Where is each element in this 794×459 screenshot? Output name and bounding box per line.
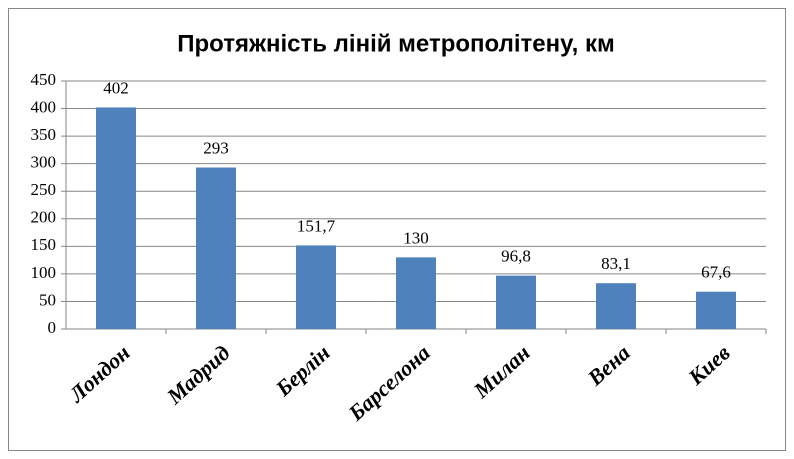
bar bbox=[396, 257, 436, 329]
y-tick-label: 450 bbox=[31, 70, 57, 89]
bar bbox=[196, 167, 236, 329]
data-label: 130 bbox=[403, 228, 429, 247]
bar bbox=[296, 245, 336, 329]
bar bbox=[496, 275, 536, 329]
y-tick-label: 250 bbox=[31, 180, 57, 199]
bar bbox=[596, 283, 636, 329]
bar bbox=[696, 291, 736, 329]
y-tick-label: 350 bbox=[31, 125, 57, 144]
y-tick-label: 200 bbox=[31, 208, 57, 227]
data-label: 293 bbox=[203, 138, 229, 157]
data-label: 83,1 bbox=[601, 254, 631, 273]
y-tick-label: 150 bbox=[31, 235, 57, 254]
y-tick-label: 300 bbox=[31, 153, 57, 172]
y-tick-label: 50 bbox=[39, 290, 56, 309]
data-label: 96,8 bbox=[501, 247, 531, 266]
y-tick-label: 0 bbox=[48, 318, 57, 337]
data-label: 151,7 bbox=[297, 216, 336, 235]
data-label: 67,6 bbox=[701, 263, 731, 282]
y-tick-label: 400 bbox=[31, 97, 57, 116]
bar bbox=[96, 107, 136, 329]
chart-border bbox=[8, 8, 786, 451]
data-label: 402 bbox=[103, 78, 129, 97]
y-tick-label: 100 bbox=[31, 263, 57, 282]
chart-title: Протяжність ліній метрополітену, км bbox=[177, 30, 615, 57]
